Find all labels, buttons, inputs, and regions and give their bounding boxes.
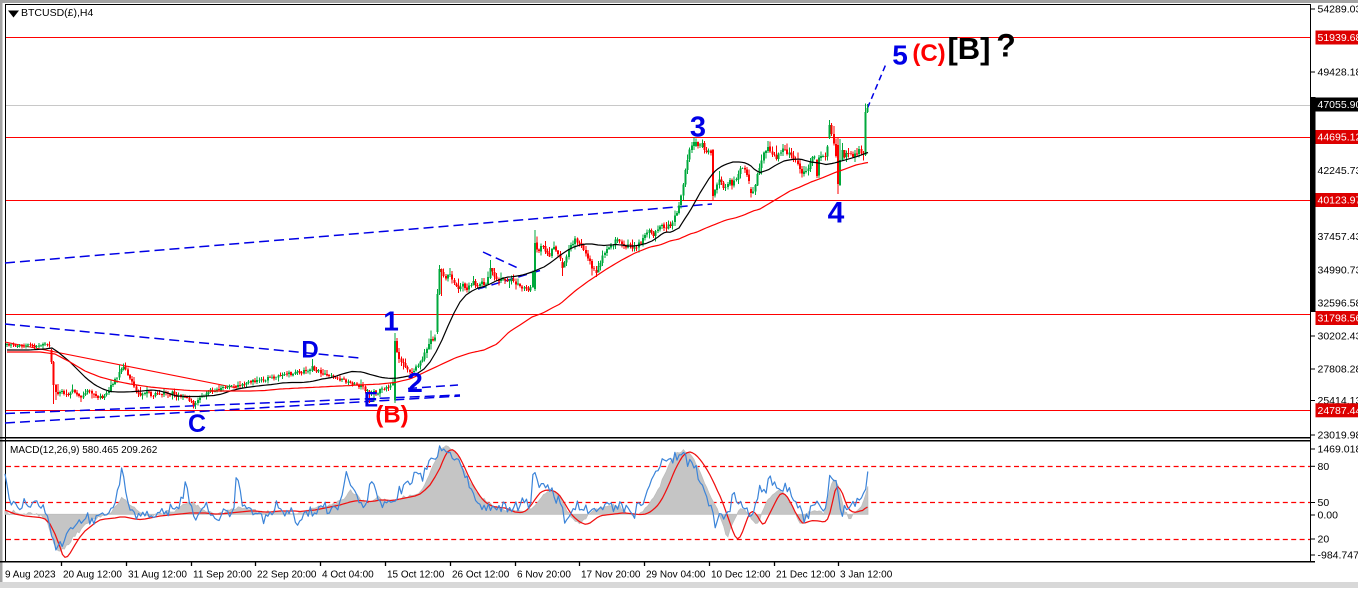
svg-text:11 Sep 20:00: 11 Sep 20:00 <box>193 570 252 581</box>
svg-text:32596.58: 32596.58 <box>1318 298 1358 310</box>
svg-text:80: 80 <box>1318 461 1330 473</box>
svg-text:3 Jan 12:00: 3 Jan 12:00 <box>840 570 893 581</box>
svg-text:31 Aug 12:00: 31 Aug 12:00 <box>128 570 187 581</box>
svg-text:34990.73: 34990.73 <box>1318 265 1358 277</box>
svg-text:4 Oct 04:00: 4 Oct 04:00 <box>322 570 374 581</box>
svg-text:49428.18: 49428.18 <box>1318 67 1358 79</box>
svg-text:20: 20 <box>1318 534 1330 546</box>
svg-text:BTCUSD(£),H4: BTCUSD(£),H4 <box>21 7 94 19</box>
svg-text:47055.90: 47055.90 <box>1318 99 1358 111</box>
svg-text:17 Nov 20:00: 17 Nov 20:00 <box>581 570 641 581</box>
svg-text:9 Aug 2023: 9 Aug 2023 <box>5 570 56 581</box>
svg-text:23019.98: 23019.98 <box>1318 430 1358 442</box>
svg-text:5: 5 <box>892 40 908 71</box>
svg-text:(C): (C) <box>912 40 945 67</box>
svg-text:44695.12: 44695.12 <box>1318 132 1358 144</box>
svg-text:42245.73: 42245.73 <box>1318 165 1358 177</box>
svg-text:3: 3 <box>690 112 706 144</box>
svg-text:31798.56: 31798.56 <box>1318 313 1358 325</box>
svg-text:27808.28: 27808.28 <box>1318 364 1358 376</box>
svg-text:[B]: [B] <box>947 31 990 66</box>
svg-text:50: 50 <box>1318 497 1330 509</box>
svg-text:1469.018: 1469.018 <box>1318 444 1358 456</box>
svg-text:51939.68: 51939.68 <box>1318 32 1358 44</box>
svg-text:1: 1 <box>383 306 399 337</box>
svg-text:0.00: 0.00 <box>1318 510 1339 522</box>
svg-text:4: 4 <box>828 197 845 230</box>
svg-text:D: D <box>301 337 318 364</box>
svg-text:29 Nov 04:00: 29 Nov 04:00 <box>646 570 706 581</box>
svg-text:20 Aug 12:00: 20 Aug 12:00 <box>63 570 122 581</box>
svg-text:6 Nov 20:00: 6 Nov 20:00 <box>517 570 571 581</box>
svg-text:24787.44: 24787.44 <box>1318 405 1358 417</box>
svg-text:C: C <box>188 410 206 438</box>
svg-text:21 Dec 12:00: 21 Dec 12:00 <box>776 570 836 581</box>
svg-text:54289.03: 54289.03 <box>1318 4 1358 16</box>
svg-text:40123.97: 40123.97 <box>1318 195 1358 207</box>
svg-text:37457.43: 37457.43 <box>1318 231 1358 243</box>
svg-text:30202.43: 30202.43 <box>1318 331 1358 343</box>
svg-text:-984.747: -984.747 <box>1318 550 1358 562</box>
svg-text:10 Dec 12:00: 10 Dec 12:00 <box>711 570 771 581</box>
svg-text:26 Oct 12:00: 26 Oct 12:00 <box>452 570 510 581</box>
svg-text:(B): (B) <box>375 402 408 429</box>
svg-text:15 Oct 12:00: 15 Oct 12:00 <box>387 570 445 581</box>
svg-text:22 Sep 20:00: 22 Sep 20:00 <box>257 570 317 581</box>
svg-text:MACD(12,26,9) 580.465 209.262: MACD(12,26,9) 580.465 209.262 <box>10 445 158 456</box>
svg-text:2: 2 <box>407 367 423 398</box>
svg-text:?: ? <box>996 28 1016 64</box>
